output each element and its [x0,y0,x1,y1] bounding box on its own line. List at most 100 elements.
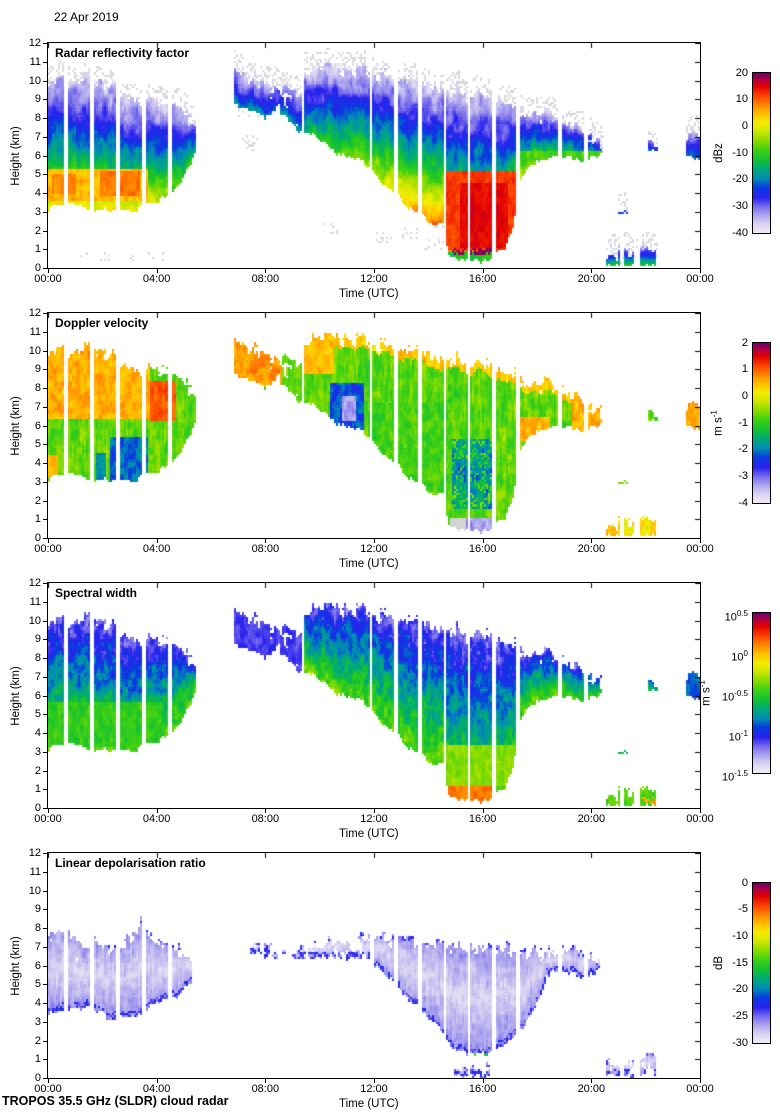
colorbar-tick-label: 2 [741,336,748,349]
x-tick-mark [700,1078,701,1083]
y-tick-label: 11 [29,595,41,608]
colorbar-unit-ldr: dB [713,955,725,971]
colorbar-gradient-ldr [752,882,771,1044]
colorbar-tick-label: -5 [738,903,748,916]
x-tick-label: 16:00 [468,813,497,825]
y-tick-label: 4 [34,997,41,1009]
heatmap-canvas-reflectivity [47,42,701,269]
y-tick-mark [43,482,48,483]
x-tick-label: 00:00 [686,273,714,285]
y-tick-mark [43,639,48,640]
x-tick-mark [483,538,484,543]
y-tick-mark [43,538,48,539]
y-tick-mark [43,872,48,873]
x-tick-mark [157,268,158,273]
x-tick-mark [591,1078,592,1083]
x-tick-mark [591,538,592,543]
x-tick-mark [700,268,701,273]
y-tick-mark [43,99,48,100]
y-tick-label: 6 [34,149,41,162]
y-tick-mark [43,351,48,352]
y-tick-mark [43,752,48,753]
x-tick-label: 04:00 [142,273,171,285]
x-tick-label: 00:00 [34,273,62,285]
y-tick-label: 2 [34,494,41,507]
x-tick-mark [700,808,701,813]
colorbar-tick-label: -4 [738,496,748,509]
y-tick-label: 5 [34,978,41,991]
y-tick-label: 12 [28,847,41,859]
x-tick-mark [700,538,701,543]
y-tick-label: 4 [34,457,41,469]
panel-title-width: Spectral width [55,586,138,600]
y-tick-label: 9 [34,93,41,106]
y-tick-mark [43,174,48,175]
y-tick-label: 2 [34,764,41,777]
y-tick-label: 1 [34,783,41,796]
colorbar-tick-label: 0 [741,389,748,402]
y-tick-mark [43,966,48,967]
y-tick-label: 0 [34,262,41,274]
x-tick-label: 00:00 [686,543,714,555]
y-tick-mark [43,583,48,584]
x-tick-label: 20:00 [577,543,606,555]
colorbar-tick-label: 100.5 [724,608,748,624]
colorbar-tick-label: 10-0.5 [721,688,748,704]
x-tick-mark [483,268,484,273]
y-tick-mark [43,909,48,910]
heatmap-canvas-width [47,582,701,809]
y-tick-mark [43,714,48,715]
x-tick-label: 04:00 [142,1083,171,1095]
y-tick-mark [43,1003,48,1004]
y-tick-mark [43,947,48,948]
y-tick-mark [43,771,48,772]
x-tick-label: 08:00 [251,813,280,825]
figure-footer: TROPOS 35.5 GHz (SLDR) cloud radar [2,1094,229,1108]
y-tick-mark [43,463,48,464]
x-tick-label: 20:00 [577,813,606,825]
y-tick-mark [43,212,48,213]
y-tick-label: 10 [28,344,41,357]
colorbar-tick-label: -20 [732,983,748,996]
colorbar-tick-label: 100 [731,648,748,664]
colorbar-tick-label: 10 [735,93,748,106]
figure-date: 22 Apr 2019 [54,10,119,24]
y-tick-mark [43,369,48,370]
y-tick-label: 11 [29,325,41,338]
y-tick-mark [43,677,48,678]
x-tick-label: 08:00 [251,543,280,555]
colorbar-unit-velocity: m s-1 [709,410,725,436]
y-tick-label: 2 [34,224,41,237]
y-tick-mark [43,891,48,892]
x-tick-label: 16:00 [468,1083,497,1095]
x-tick-label: 00:00 [34,1083,62,1095]
y-tick-label: 4 [34,187,41,199]
y-tick-label: 3 [34,1015,41,1028]
x-tick-label: 12:00 [360,1083,388,1095]
x-tick-mark [48,538,49,543]
y-tick-mark [43,444,48,445]
y-tick-mark [43,231,48,232]
x-axis-title-width: Time (UTC) [339,828,399,840]
y-tick-mark [43,789,48,790]
x-axis-title-velocity: Time (UTC) [339,558,399,570]
y-tick-label: 9 [34,363,41,376]
y-tick-mark [43,407,48,408]
x-tick-label: 12:00 [360,813,388,825]
colorbar-tick-label: 0 [741,119,748,132]
y-tick-label: 6 [34,419,41,432]
colorbar-gradient-velocity [752,342,771,504]
y-tick-label: 7 [34,940,41,953]
y-tick-mark [43,696,48,697]
colorbar-tick-label: -25 [732,1009,748,1022]
heatmap-canvas-velocity [47,312,701,539]
colorbar-tick-label: -10 [732,146,748,159]
y-tick-label: 8 [34,112,41,124]
x-tick-mark [374,1078,375,1083]
y-tick-label: 5 [34,168,41,181]
x-tick-label: 12:00 [360,273,388,285]
colorbar-tick-label: -20 [732,173,748,186]
y-tick-label: 8 [34,652,41,664]
x-tick-label: 00:00 [34,543,62,555]
